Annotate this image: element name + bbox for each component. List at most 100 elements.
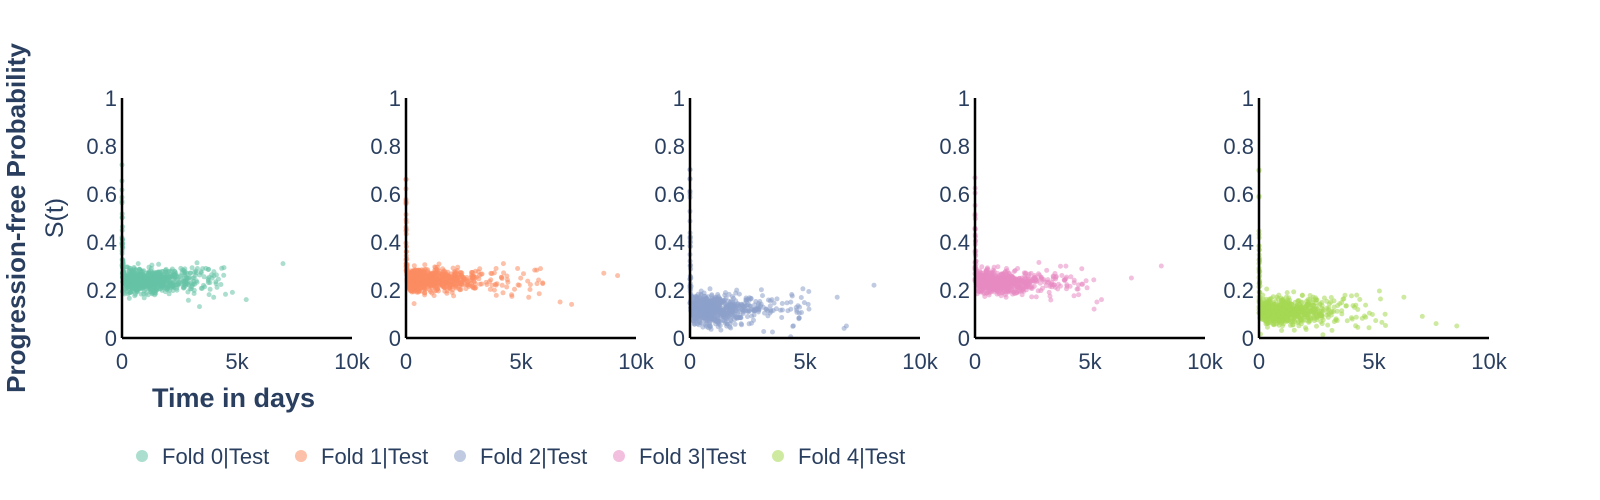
data-point <box>753 299 759 304</box>
y-tick-label: 0.8 <box>939 134 970 159</box>
data-point <box>774 296 780 302</box>
data-point <box>1342 292 1348 298</box>
data-point <box>698 306 704 312</box>
data-point <box>156 261 162 267</box>
y-tick-label: 0.8 <box>1223 134 1254 159</box>
data-point <box>501 270 507 276</box>
data-point <box>1379 319 1385 325</box>
data-point <box>986 279 992 285</box>
data-point <box>1265 304 1271 310</box>
data-point <box>1047 293 1053 299</box>
legend-item-4[interactable]: Fold 4|Test <box>772 444 905 469</box>
data-point <box>440 283 446 289</box>
data-point <box>733 313 739 319</box>
data-point <box>1269 316 1275 322</box>
data-point <box>182 266 188 272</box>
data-point <box>193 270 199 276</box>
data-point <box>1298 321 1304 327</box>
data-point <box>1339 308 1345 314</box>
data-point <box>172 273 178 279</box>
legend-item-0[interactable]: Fold 0|Test <box>136 444 269 469</box>
data-point <box>1294 305 1300 310</box>
data-point <box>1369 312 1375 317</box>
data-point <box>1058 263 1063 269</box>
data-point <box>1036 260 1042 265</box>
data-point <box>692 321 698 327</box>
legend-item-3[interactable]: Fold 3|Test <box>613 444 746 469</box>
data-point <box>500 261 506 267</box>
data-point <box>1047 283 1053 289</box>
data-point <box>995 264 1001 270</box>
data-point <box>440 277 446 283</box>
data-point <box>138 268 144 274</box>
data-point <box>1044 267 1050 273</box>
scatter-series-3 <box>972 175 1164 312</box>
data-point <box>1079 266 1085 272</box>
data-point <box>477 281 483 287</box>
data-point <box>134 289 140 295</box>
data-point <box>1038 276 1044 282</box>
data-point <box>1291 327 1297 333</box>
data-point <box>732 321 738 327</box>
y-tick-label: 1 <box>105 86 117 111</box>
data-point <box>472 285 478 291</box>
data-point <box>178 265 184 271</box>
data-point <box>728 325 734 331</box>
legend-label: Fold 4|Test <box>798 444 905 469</box>
data-point <box>737 312 743 318</box>
data-point <box>1033 294 1039 300</box>
data-point <box>152 290 158 296</box>
data-point <box>1158 263 1164 269</box>
data-point <box>1274 294 1280 300</box>
data-point <box>491 287 497 293</box>
x-tick-label: 10k <box>1471 349 1507 374</box>
data-point <box>411 263 417 269</box>
y-tick-label: 0 <box>389 326 401 351</box>
data-point <box>201 274 207 280</box>
data-point <box>132 293 138 299</box>
data-point <box>450 265 456 271</box>
data-point <box>169 266 175 272</box>
data-point <box>1329 327 1335 333</box>
data-point <box>801 300 807 306</box>
data-point <box>1059 273 1065 278</box>
data-point <box>512 286 517 292</box>
data-point <box>1303 325 1308 331</box>
data-point <box>488 277 494 283</box>
data-point <box>1128 275 1134 281</box>
data-point <box>148 283 154 289</box>
data-point <box>143 276 149 282</box>
data-point <box>1019 275 1025 281</box>
data-point <box>1005 279 1011 285</box>
data-point <box>516 282 522 288</box>
data-point <box>1353 314 1359 320</box>
data-point <box>1382 311 1388 317</box>
data-point <box>1018 285 1024 291</box>
data-point <box>1076 292 1082 298</box>
data-point <box>871 282 877 288</box>
y-tick-label: 0.6 <box>370 182 401 207</box>
data-point <box>218 282 224 287</box>
y-tick-label: 0.2 <box>86 278 117 303</box>
data-point <box>518 275 524 281</box>
data-point <box>141 284 147 290</box>
data-point <box>1349 315 1354 321</box>
data-point <box>1454 323 1460 329</box>
data-point <box>1349 293 1354 299</box>
data-point <box>206 292 212 298</box>
legend-item-2[interactable]: Fold 2|Test <box>454 444 587 469</box>
data-point <box>458 287 464 292</box>
data-point <box>1044 279 1050 285</box>
data-point <box>1276 322 1282 328</box>
y-tick-label: 0.8 <box>370 134 401 159</box>
data-point <box>990 267 996 273</box>
legend-item-1[interactable]: Fold 1|Test <box>295 444 428 469</box>
data-point <box>748 303 753 309</box>
data-point <box>1328 295 1334 300</box>
data-point <box>136 281 142 287</box>
data-point <box>1331 319 1337 325</box>
data-point <box>1320 317 1326 323</box>
x-tick-label: 5k <box>793 349 817 374</box>
data-point <box>188 270 194 276</box>
data-point <box>487 286 493 292</box>
